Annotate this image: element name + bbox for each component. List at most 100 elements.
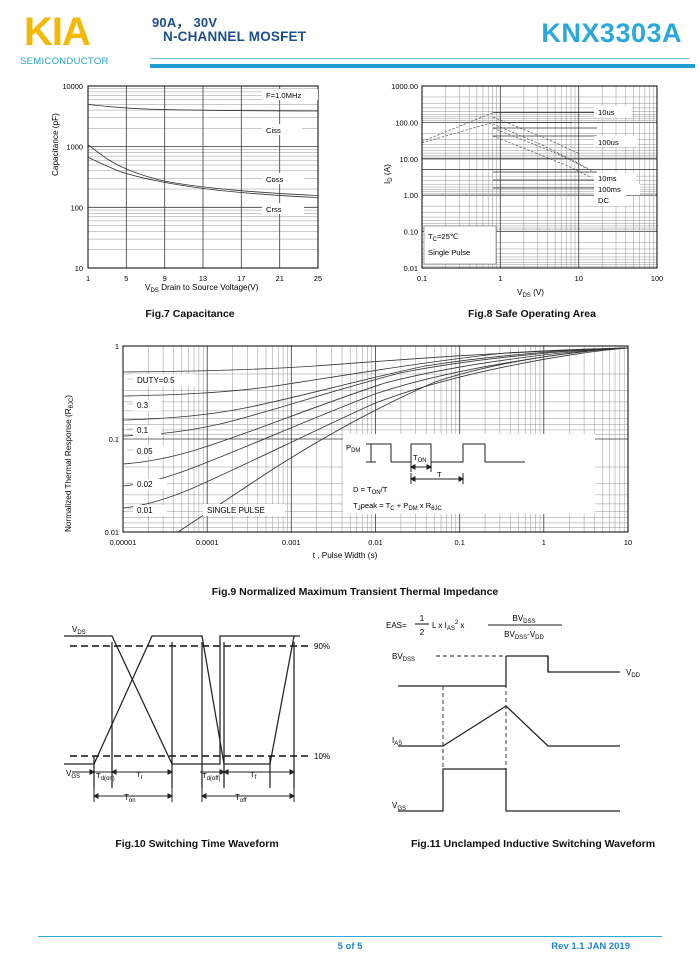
- footer-page-number: 5 of 5: [337, 941, 363, 952]
- fig10-label-tr: Tr: [136, 770, 143, 781]
- fig10-dimension-row-2: [92, 788, 296, 802]
- header-rule-thin: [150, 58, 690, 59]
- fig7-xtick-9: 9: [163, 274, 167, 283]
- fig10-waveform: VDS VGS 90% 10% Td(on) Tr Td(off) Tf Ton: [64, 625, 330, 804]
- fig11-formula-denominator-2: 2: [420, 628, 425, 637]
- figure-11-unclamped-inductive: EAS= 1 2 L x IAS2 x BVDSS BVDSS-VDD: [378, 606, 688, 856]
- fig10-label-tf: Tf: [250, 770, 257, 781]
- figure-11-caption: Fig.11 Unclamped Inductive Switching Wav…: [410, 838, 656, 850]
- fig11-vds-top-segment: [506, 655, 620, 673]
- fig8-ytick-0.01: 0.01: [404, 264, 418, 273]
- figure-8-safe-operating-area: 10us 100us 10ms 100ms DC TC=25℃ Single P…: [372, 76, 692, 326]
- fig7-ytick-1000: 1000: [67, 143, 83, 152]
- fig8-label-10ms: 10ms: [598, 174, 617, 183]
- fig9-inset-label-pdm: PDM: [346, 443, 360, 454]
- fig9-xtick-1e-5: 0.00001: [110, 538, 137, 547]
- fig8-ytick-10: 10.00: [400, 155, 419, 164]
- fig10-label-10-percent: 10%: [314, 752, 330, 761]
- fig9-ytick-1: 1: [115, 342, 119, 351]
- fig11-label-vgs: VGS: [392, 801, 406, 812]
- fig8-label-100us: 100us: [598, 138, 619, 147]
- fig9-chart: DUTY=0.5 0.3 0.1 0.05 0.02 0.01 SINGLE P…: [64, 342, 632, 560]
- fig8-label-dc: DC: [598, 196, 609, 205]
- fig11-formula-frac-denominator: BVDSS-VDD: [504, 630, 544, 641]
- fig7-label-crss: Crss: [266, 205, 282, 214]
- fig10-label-t-on: Ton: [124, 793, 136, 804]
- fig11-label-bvdss: BVDSS: [392, 652, 415, 663]
- fig7-chart: F=1.0MHz Ciss Coss Crss 10000 1000 100 1…: [51, 82, 322, 294]
- figure-10-caption: Fig.10 Switching Time Waveform: [115, 838, 279, 850]
- fig9-xtick-1e-3: 0.001: [282, 538, 301, 547]
- fig11-ias-waveform: [398, 705, 620, 747]
- fig9-ytick-0.01: 0.01: [105, 528, 119, 537]
- fig11-formula-frac-numerator: BVDSS: [512, 614, 535, 625]
- figure-7-capacitance: F=1.0MHz Ciss Coss Crss 10000 1000 100 1…: [30, 76, 350, 326]
- fig7-ytick-100: 100: [71, 203, 83, 212]
- fig8-annotation-case-temp: TC=25℃: [428, 232, 459, 243]
- fig10-vgs-waveform: [64, 635, 300, 765]
- fig8-annotation-single-pulse: Single Pulse: [428, 248, 470, 257]
- fig11-waveform: EAS= 1 2 L x IAS2 x BVDSS BVDSS-VDD: [386, 614, 641, 812]
- fig7-xtick-25: 25: [314, 274, 322, 283]
- fig8-ytick-0.10: 0.10: [404, 228, 418, 237]
- page-header: KIA SEMICONDUCTOR 90A， 30V N-CHANNEL MOS…: [0, 0, 700, 72]
- fig7-ytick-10: 10: [75, 264, 83, 273]
- product-spec-type: N-CHANNEL MOSFET: [163, 29, 307, 44]
- figure-9-thermal-impedance: DUTY=0.5 0.3 0.1 0.05 0.02 0.01 SINGLE P…: [55, 336, 655, 598]
- fig9-yaxis-title: Normalized Thermal Response (RθJC): [64, 395, 75, 532]
- fig9-xtick-1e-2: 0.01: [368, 538, 382, 547]
- fig8-label-100ms: 100ms: [598, 185, 621, 194]
- fig9-xtick-0.1: 0.1: [455, 538, 465, 547]
- fig8-ytick-100: 100.00: [395, 118, 418, 127]
- fig9-label-single-pulse: SINGLE PULSE: [207, 506, 265, 515]
- fig11-formula-eas: EAS= 1 2 L x IAS2 x BVDSS BVDSS-VDD: [386, 614, 562, 641]
- header-rule-thick: [150, 64, 695, 68]
- footer-revision: Rev 1.1 JAN 2019: [551, 941, 630, 952]
- fig9-inset-label-ton: TON: [413, 453, 427, 464]
- kia-logo-subtitle: SEMICONDUCTOR: [20, 56, 109, 67]
- fig9-inset-pulse-diagram: PDM TON T D = TON/T TJpeak = TC + PDM x …: [343, 434, 595, 514]
- fig8-xaxis-title: VDS (V): [517, 288, 544, 299]
- fig11-formula-mid: L x IAS2 x: [432, 620, 464, 632]
- figure-9-caption: Fig.9 Normalized Maximum Transient Therm…: [211, 586, 499, 598]
- fig9-label-duty-002: 0.02: [137, 480, 153, 489]
- fig9-label-duty-005: 0.05: [137, 447, 153, 456]
- fig11-vgs-waveform: [398, 768, 620, 812]
- footer-rule: [38, 936, 662, 938]
- kia-logo: KIA: [24, 10, 91, 54]
- fig10-label-vgs: VGS: [66, 769, 80, 780]
- fig8-ytick-1000: 1000.00: [391, 82, 418, 91]
- fig9-label-duty-01: 0.1: [137, 426, 149, 435]
- fig10-label-90-percent: 90%: [314, 642, 330, 651]
- fig10-dimension-row-1: [72, 768, 296, 776]
- fig9-label-duty-001: 0.01: [137, 506, 153, 515]
- figure-10-switching-time: VDS VGS 90% 10% Td(on) Tr Td(off) Tf Ton: [42, 606, 352, 856]
- part-number: KNX3303A: [541, 18, 682, 48]
- fig7-xtick-1: 1: [86, 274, 90, 283]
- fig11-formula-numerator-1: 1: [420, 614, 425, 623]
- fig9-label-duty-03: 0.3: [137, 401, 149, 410]
- fig7-label-ciss: Ciss: [266, 126, 281, 135]
- fig10-label-td-off: Td(off): [202, 771, 221, 782]
- fig7-xtick-5: 5: [124, 274, 128, 283]
- fig8-label-10us: 10us: [598, 108, 615, 117]
- fig10-vds-waveform: [64, 635, 294, 765]
- fig7-xtick-21: 21: [276, 274, 284, 283]
- fig9-xtick-1e-4: 0.0001: [196, 538, 219, 547]
- fig10-label-vds: VDS: [72, 625, 86, 636]
- fig11-label-vdd: VDD: [626, 668, 641, 679]
- fig7-label-coss: Coss: [266, 175, 284, 184]
- fig7-annotation-frequency: F=1.0MHz: [266, 91, 301, 100]
- figure-7-caption: Fig.7 Capacitance: [145, 308, 235, 320]
- fig8-ytick-1: 1.00: [404, 191, 418, 200]
- product-spec-rating: 90A， 30V: [152, 15, 218, 30]
- fig8-xtick-100: 100: [651, 274, 663, 283]
- fig8-xtick-10: 10: [575, 274, 583, 283]
- fig9-xaxis-title: t , Pulse Width (s): [313, 551, 378, 560]
- fig8-xtick-1: 1: [498, 274, 502, 283]
- fig10-label-td-on: Td(on): [96, 771, 115, 782]
- fig11-formula-lhs: EAS=: [386, 621, 407, 630]
- fig9-inset-formula-tjpeak: TJpeak = TC + PDM x RθJC: [353, 501, 443, 512]
- fig7-xtick-13: 13: [199, 274, 207, 283]
